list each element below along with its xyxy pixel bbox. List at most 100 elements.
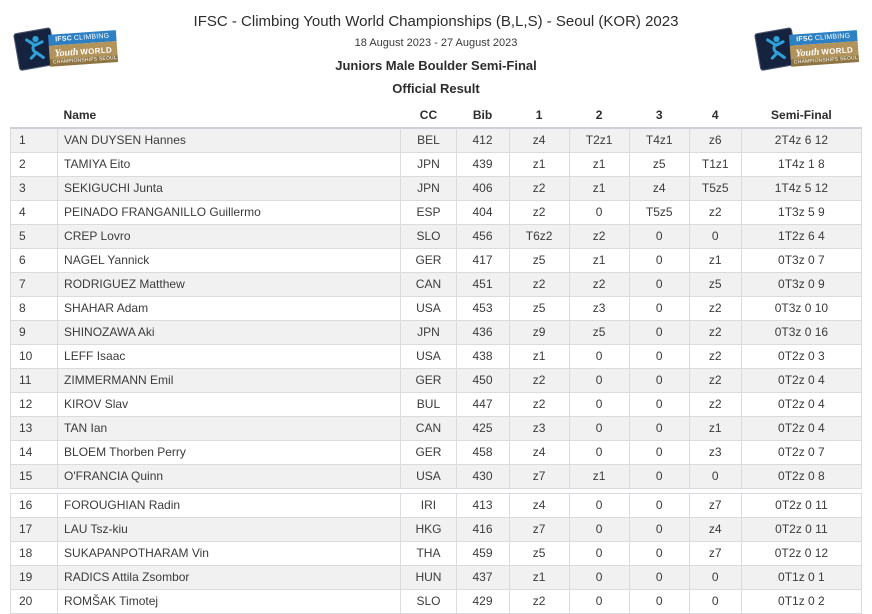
problem-3-cell: 0 [628,296,690,321]
problem-3-cell: z4 [628,176,690,201]
problem-4-cell: z2 [688,344,742,369]
bib-cell: 450 [455,368,510,393]
cc-cell: JPN [400,320,457,345]
bib-cell: 412 [455,127,510,153]
table-row: 2 TAMIYA Eito JPN 439 z1 z1 z5 T1z1 1T4z 1 8 [9,152,863,177]
result-type-title: Official Result [392,81,480,96]
rank-cell: 8 [9,296,59,321]
problem-4-cell: z2 [688,296,742,321]
cc-cell: USA [400,344,457,369]
name-cell: BLOEM Thorben Perry [57,440,402,465]
semifinal-cell: 0T1z 0 1 [740,565,863,590]
semifinal-cell: 0T3z 0 10 [740,296,863,321]
problem-3-cell: 0 [628,272,690,297]
problem-4-cell: z2 [688,392,742,417]
cc-cell: GER [400,248,457,273]
problem-1-cell: z2 [508,176,570,201]
event-dates: 18 August 2023 - 27 August 2023 [354,37,518,49]
name-cell: VAN DUYSEN Hannes [57,127,402,153]
cc-cell: USA [400,464,457,489]
name-cell: SHAHAR Adam [57,296,402,321]
problem-1-cell: z4 [508,127,570,153]
semifinal-cell: 0T2z 0 4 [740,416,863,441]
col-header-bib: Bib [456,105,510,129]
group-separator [10,488,862,494]
semifinal-cell: 0T3z 0 9 [740,272,863,297]
table-row: 7 RODRIGUEZ Matthew CAN 451 z2 z2 0 z5 0T3z 0 9 [9,272,863,297]
climber-figure-icon [766,35,786,60]
bib-cell: 406 [455,176,510,201]
problem-3-cell: 0 [628,517,690,542]
bib-cell: 425 [455,416,510,441]
semifinal-cell: 0T2z 0 12 [740,541,863,566]
problem-1-cell: z4 [508,440,570,465]
table-row: 16 FOROUGHIAN Radin IRI 413 z4 0 0 z7 0T2z 0 11 [9,493,863,518]
rank-cell: 1 [9,127,59,153]
bib-cell: 413 [455,493,510,518]
problem-1-cell: z1 [508,565,570,590]
table-row: 20 ROMŠAK Timotej SLO 429 z2 0 0 0 0T1z 0 2 [9,589,863,614]
problem-4-cell: z2 [688,368,742,393]
name-cell: RODRIGUEZ Matthew [57,272,402,297]
col-header-problem-2: 2 [569,105,630,129]
problem-2-cell: 0 [568,565,630,590]
rank-cell: 17 [9,517,59,542]
problem-2-cell: z1 [568,176,630,201]
table-row: 3 SEKIGUCHI Junta JPN 406 z2 z1 z4 T5z5 1T4z 5 1… [9,176,863,201]
problem-2-cell: 0 [568,416,630,441]
problem-2-cell: 0 [568,440,630,465]
problem-3-cell: 0 [628,541,690,566]
results-table-wrapper: Name CC Bib 1 2 3 4 Semi-Final 1 VAN DUYS… [9,105,863,614]
title-block: IFSC - Climbing Youth World Championship… [0,13,872,96]
round-title: Juniors Male Boulder Semi-Final [335,58,537,73]
problem-2-cell: 0 [568,541,630,566]
cc-cell: GER [400,368,457,393]
table-row: 10 LEFF Isaac USA 438 z1 0 0 z2 0T2z 0 3 [9,344,863,369]
table-row: 9 SHINOZAWA Aki JPN 436 z9 z5 0 z2 0T3z 0 16 [9,320,863,345]
name-cell: FOROUGHIAN Radin [57,493,402,518]
results-table-head: Name CC Bib 1 2 3 4 Semi-Final [10,105,862,129]
problem-1-cell: z2 [508,392,570,417]
event-title: IFSC - Climbing Youth World Championship… [193,13,679,30]
name-cell: PEINADO FRANGANILLO Guillermo [57,200,402,225]
climber-icon [13,27,58,72]
problem-4-cell: 0 [688,565,742,590]
cc-cell: ESP [400,200,457,225]
problem-2-cell: z3 [568,296,630,321]
col-header-problem-3: 3 [629,105,690,129]
problem-3-cell: 0 [628,589,690,614]
rank-cell: 15 [9,464,59,489]
table-row: 11 ZIMMERMANN Emil GER 450 z2 0 0 z2 0T2z 0 4 [9,368,863,393]
problem-4-cell: z3 [688,440,742,465]
name-cell: SUKAPANPOTHARAM Vin [57,541,402,566]
problem-2-cell: T2z1 [568,127,630,153]
problem-3-cell: 0 [628,440,690,465]
col-header-rank [10,105,58,129]
cc-cell: BEL [400,127,457,153]
problem-2-cell: z2 [568,272,630,297]
name-cell: SHINOZAWA Aki [57,320,402,345]
cc-cell: CAN [400,416,457,441]
problem-4-cell: z2 [688,320,742,345]
semifinal-cell: 0T1z 0 2 [740,589,863,614]
problem-1-cell: z2 [508,200,570,225]
results-table: Name CC Bib 1 2 3 4 Semi-Final 1 VAN DUYS… [9,105,863,614]
bib-cell: 416 [455,517,510,542]
col-header-problem-1: 1 [509,105,570,129]
table-row: 8 SHAHAR Adam USA 453 z5 z3 0 z2 0T3z 0 10 [9,296,863,321]
bib-cell: 429 [455,589,510,614]
problem-3-cell: 0 [628,248,690,273]
problem-2-cell: z1 [568,464,630,489]
bib-cell: 451 [455,272,510,297]
problem-2-cell: 0 [568,344,630,369]
table-row: 13 TAN Ian CAN 425 z3 0 0 z1 0T2z 0 4 [9,416,863,441]
col-header-problem-4: 4 [689,105,742,129]
bib-cell: 430 [455,464,510,489]
problem-2-cell: z2 [568,224,630,249]
problem-1-cell: z2 [508,589,570,614]
climber-figure-icon [25,35,45,60]
rank-cell: 10 [9,344,59,369]
col-header-semifinal: Semi-Final [741,105,862,129]
logo-wordmark: IFSC CLIMBING YouthWORLD CHAMPIONSHIPS SE… [47,30,119,67]
table-row: 5 CREP Lovro SLO 456 T6z2 z2 0 0 1T2z 6 4 [9,224,863,249]
